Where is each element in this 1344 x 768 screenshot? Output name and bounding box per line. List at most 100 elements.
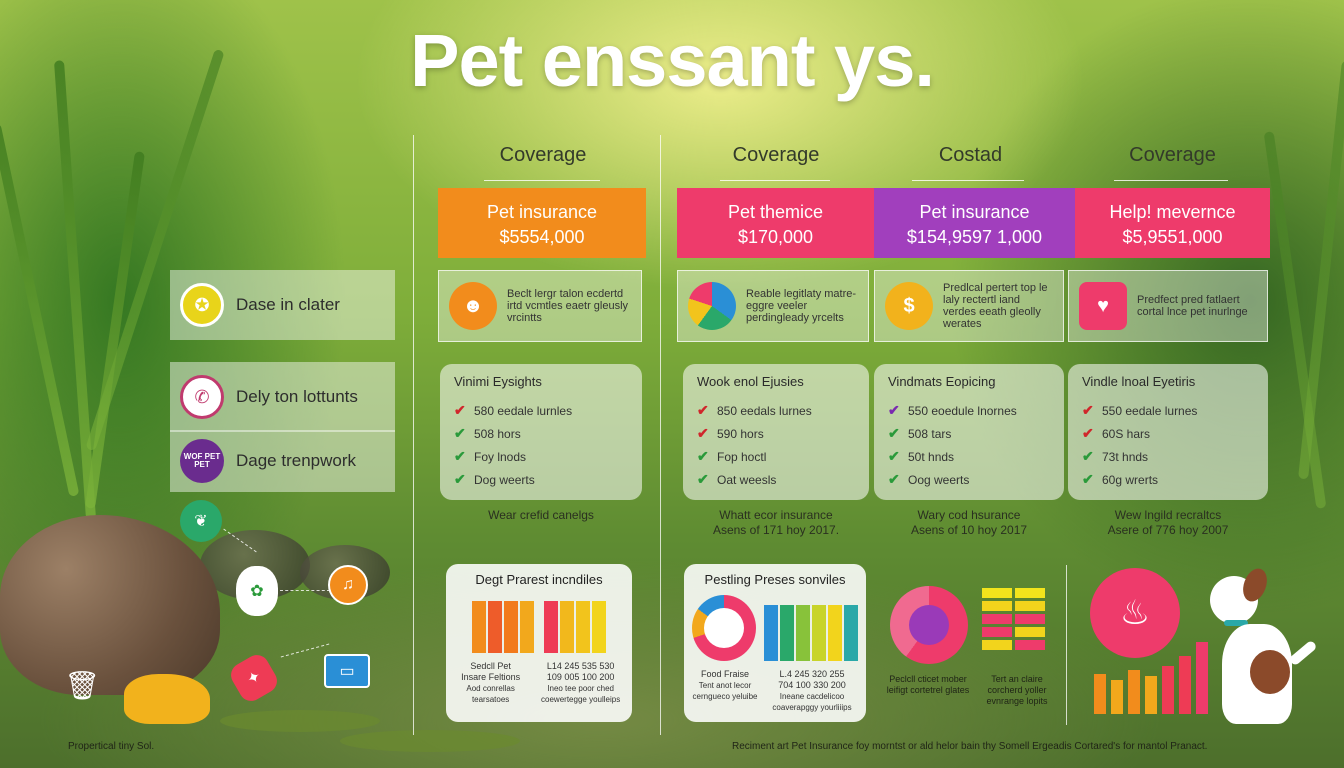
- feature-text: Reable legitlaty matre-eggre veeler perd…: [746, 288, 857, 324]
- divider: [1066, 565, 1067, 725]
- chart-card-title: Degt Prarest incndiles: [475, 572, 603, 587]
- chart-sublabel: Ineane cacdelicoo coaverapggy yourliiips: [772, 692, 852, 712]
- item-text: 508 tars: [908, 426, 952, 441]
- list-item: ✔ 550 eedale lurnes: [1082, 399, 1254, 422]
- bar: [1162, 666, 1174, 714]
- side-item[interactable]: ✪ Dase in clater: [170, 270, 395, 340]
- list-item: ✔ 590 hors: [697, 422, 855, 445]
- chart-card-title: Pestling Preses sonviles: [704, 572, 846, 587]
- list-item: ✔ Oat weesls: [697, 468, 855, 491]
- banner-label: Pet themice: [727, 202, 824, 222]
- bar: [828, 605, 842, 661]
- item-text: 550 eoedule lnornes: [908, 403, 1017, 418]
- dog-illustration: [1204, 565, 1324, 726]
- donut-hole: [704, 608, 744, 648]
- banner-price: $5,9551,000: [1122, 227, 1223, 247]
- feature-card: Vindmats Eopicing ✔ 550 eoedule lnornes ✔…: [874, 364, 1064, 500]
- item-text: 73t hnds: [1102, 449, 1149, 464]
- card-caption: Wew lngild recraltcs Asere of 776 hoy 20…: [1068, 508, 1268, 538]
- pet-face-icon: ♨: [1090, 568, 1180, 658]
- item-text: Dog weerts: [474, 472, 535, 487]
- feature-panel: $ Predlcal pertert top le laly rectertl …: [874, 270, 1064, 342]
- feature-text: Predlcal pertert top le laly rectertl ia…: [943, 282, 1048, 330]
- item-text: 508 hors: [474, 426, 521, 441]
- chart-labels: Sedcll Pet Insare Feltions Aod conrellas…: [454, 661, 624, 705]
- item-text: Oat weesls: [717, 472, 777, 487]
- bar: [1111, 680, 1123, 714]
- bar: [780, 605, 794, 661]
- side-item[interactable]: ✆ Dely ton lottunts: [170, 362, 395, 432]
- list-item: ✔ 850 eedals lurnes: [697, 399, 855, 422]
- price-banner[interactable]: Pet insurance $5554,000: [438, 188, 646, 258]
- feature-card: Wook enol Ejusies ✔ 850 eedals lurnes ✔ 59…: [683, 364, 869, 500]
- header-underline: [912, 180, 1024, 181]
- check-icon: ✔: [888, 402, 900, 418]
- feature-text: Predfect pred fatlaert cortal lnce pet i…: [1137, 294, 1248, 318]
- card-title: Vindmats Eopicing: [888, 374, 996, 389]
- item-text: 550 eedale lurnes: [1102, 403, 1198, 418]
- label-block: L.4 245 320 255 704 100 330 200 Ineane c…: [766, 669, 858, 713]
- bar: [576, 601, 590, 653]
- otter-image: [0, 515, 220, 695]
- person-icon: ☻: [449, 282, 497, 330]
- chart-numbers: 704 100 330 200: [778, 680, 846, 690]
- connector: [280, 590, 330, 591]
- feature-card: Vindle lnoal Eyetiris ✔ 550 eedale lurnes…: [1068, 364, 1268, 500]
- page-title: Pet enssant ys.: [410, 19, 935, 102]
- check-icon: ✔: [454, 471, 466, 487]
- card-caption: Wear crefid canelgs: [440, 508, 642, 523]
- item-text: 60g wrerts: [1102, 472, 1159, 487]
- banner-price: $154,9597 1,000: [906, 227, 1043, 247]
- price-banner[interactable]: Help! mevernce $5,9551,000: [1075, 188, 1270, 258]
- feature-panel: ☻ Beclt lergr talon ecdertd irtd vcmtles…: [438, 270, 642, 342]
- check-icon: ✔: [697, 402, 709, 418]
- dog-icon: [124, 674, 210, 724]
- bar: [544, 601, 558, 653]
- price-banner[interactable]: Pet themice $170,000: [677, 188, 874, 258]
- pie-chart-icon: [688, 282, 736, 330]
- chart-label: Insare Feltions: [461, 672, 521, 682]
- bar-chart: [1094, 640, 1208, 714]
- check-icon: ✔: [888, 448, 900, 464]
- bar: [488, 601, 502, 653]
- divider: [413, 135, 414, 735]
- item-text: 50t hnds: [908, 449, 955, 464]
- banner-price: $170,000: [737, 227, 814, 247]
- fish-icon: ✦: [226, 650, 282, 706]
- chart-sublabel: Tert an claire corcherd yoller evnrange …: [986, 674, 1048, 706]
- lily-pad: [220, 710, 380, 732]
- card-title: Vindle lnoal Eyetiris: [1082, 374, 1196, 389]
- divider: [660, 135, 661, 735]
- bar-chart: [544, 595, 606, 653]
- check-icon: ✔: [454, 448, 466, 464]
- bar-group: [454, 595, 624, 653]
- list-item: ✔ 508 tars: [888, 422, 1050, 445]
- donut-chart: [890, 586, 968, 664]
- chart-numbers: 109 005 100 200: [546, 672, 615, 682]
- bar: [520, 601, 534, 653]
- bar: [812, 605, 826, 661]
- chart-numbers: L.4 245 320 255: [779, 669, 845, 679]
- list-item: ✔ 550 eoedule lnornes: [888, 399, 1050, 422]
- check-icon: ✔: [697, 471, 709, 487]
- column-header: Costad: [938, 144, 1003, 166]
- bar: [1179, 656, 1191, 714]
- bar: [592, 601, 606, 653]
- chart-numbers: L14 245 535 530: [546, 661, 615, 671]
- feature-text: Beclt lergr talon ecdertd irtd vcmtles e…: [507, 288, 629, 324]
- connector: [280, 643, 330, 658]
- list-item: ✔ 50t hnds: [888, 445, 1050, 468]
- price-banner[interactable]: Pet insurance $154,9597 1,000: [874, 188, 1075, 258]
- card-caption: Whatt ecor insurance Asens of 171 hoy 20…: [683, 508, 869, 538]
- donut-center: [909, 605, 949, 645]
- check-icon: ✔: [1082, 471, 1094, 487]
- item-text: 60S hars: [1102, 426, 1151, 441]
- check-icon: ✔: [697, 448, 709, 464]
- music-icon: ♫: [328, 565, 368, 605]
- item-text: Foy lnods: [474, 449, 527, 464]
- list-item: ✔ Foy lnods: [454, 445, 628, 468]
- bar: [1128, 670, 1140, 714]
- side-item[interactable]: WOF PET PET Dage trenpwork: [170, 430, 395, 492]
- item-text: Fop hoctl: [717, 449, 767, 464]
- caption-line: Asere of 776 hoy 2007: [1107, 523, 1229, 537]
